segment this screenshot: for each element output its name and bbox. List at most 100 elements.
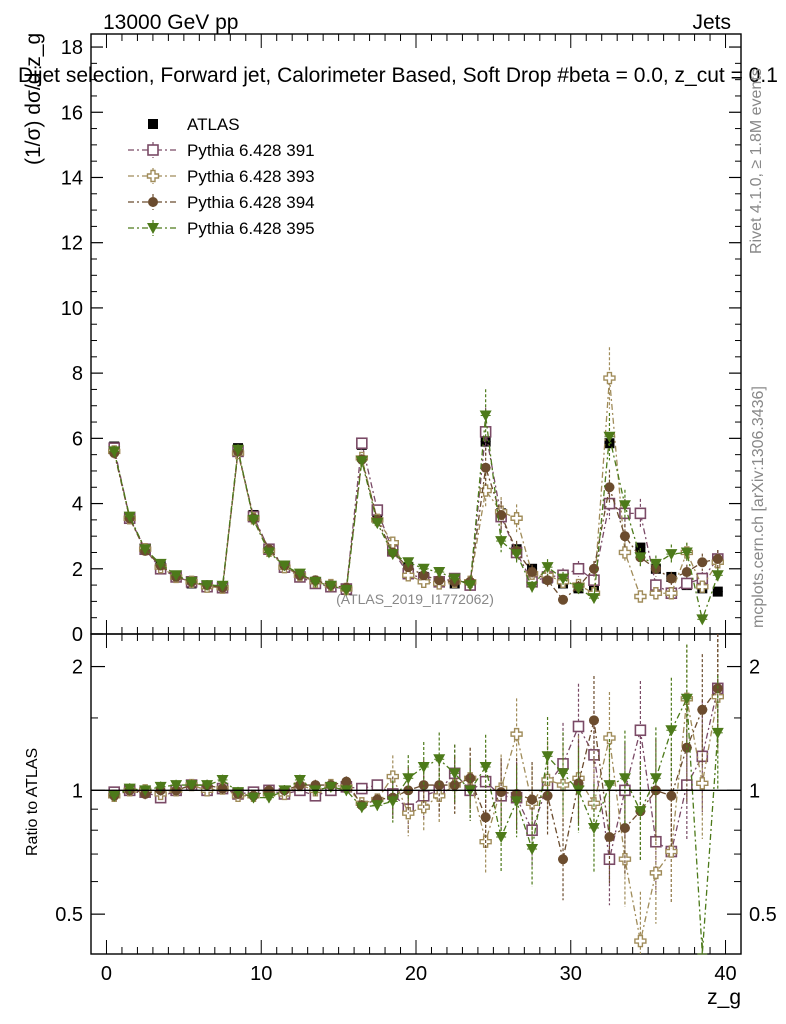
- ratio-point: [619, 822, 630, 833]
- ratio-point: [541, 751, 554, 763]
- mcplots-label: mcplots.cern.ch [arXiv:1306.3436]: [750, 386, 767, 628]
- series-line: [113, 415, 719, 622]
- ratio-tick-label: 2: [72, 657, 83, 679]
- ratio-point: [417, 761, 430, 773]
- ratio-point: [696, 777, 709, 790]
- legend-entry: ATLAS: [148, 115, 240, 134]
- data-point: [262, 547, 275, 559]
- data-point: [309, 576, 322, 588]
- ratio-series-line: [113, 696, 719, 955]
- ratio-point: [324, 781, 337, 793]
- data-point: [418, 570, 429, 581]
- ratio-point: [572, 720, 585, 733]
- data-point: [154, 558, 167, 570]
- ratio-point: [649, 773, 662, 785]
- data-point: [619, 531, 630, 542]
- ratio-point: [496, 787, 507, 798]
- ratio-series-line: [114, 688, 719, 860]
- ratio-point: [418, 780, 429, 791]
- data-point: [480, 462, 491, 473]
- data-point: [558, 594, 569, 605]
- ratio-point: [386, 796, 399, 808]
- legend-label: ATLAS: [187, 115, 240, 134]
- ratio-point: [634, 934, 647, 948]
- ratio-point: [262, 792, 275, 804]
- x-tick-label: 20: [405, 963, 427, 985]
- data-point: [527, 567, 538, 578]
- data-point: [139, 544, 152, 556]
- ratio-point: [123, 783, 136, 795]
- ratio-point: [448, 768, 461, 780]
- x-tick-label: 30: [560, 963, 582, 985]
- energy-label: 13000 GeV pp: [103, 11, 238, 34]
- ratio-point: [480, 812, 491, 823]
- ratio-point: [604, 832, 615, 843]
- data-point: [479, 410, 492, 422]
- data-point: [697, 557, 708, 568]
- legend-entry: Pythia 6.428 393: [128, 167, 315, 186]
- ratio-point: [680, 693, 693, 705]
- data-point: [448, 573, 461, 585]
- ratio-point: [371, 800, 384, 812]
- ratio-point: [527, 794, 538, 805]
- ratio-data-layer: [108, 634, 724, 955]
- ratio-point: [479, 761, 492, 773]
- ratio-point: [618, 773, 631, 785]
- data-point: [588, 574, 600, 586]
- legend: ATLAS Pythia 6.428 391 Pythia 6.428 393 Pyt…: [128, 115, 315, 238]
- ratio-point: [170, 780, 183, 792]
- data-point: [434, 575, 445, 586]
- x-axis-label: z_g: [707, 986, 741, 1009]
- legend-entry: Pythia 6.428 395: [128, 219, 315, 238]
- ratio-point: [201, 780, 214, 792]
- ratio-point: [154, 781, 167, 793]
- data-point: [495, 536, 508, 548]
- data-point: [711, 570, 724, 582]
- data-point: [526, 581, 539, 593]
- ratio-point: [634, 806, 647, 818]
- ratio-point: [665, 725, 678, 737]
- series-line: [113, 451, 718, 601]
- data-point: [634, 552, 647, 564]
- data-point: [464, 580, 477, 592]
- x-tick-label: 40: [714, 963, 736, 985]
- ratio-tick-label-right: 0.5: [749, 904, 777, 926]
- data-point: [293, 568, 306, 580]
- data-point: [371, 518, 384, 530]
- data-point: [402, 569, 415, 582]
- rivet-version-label: Rivet 4.1.0, ≥ 1.8M events: [748, 68, 765, 254]
- data-point: [402, 557, 415, 569]
- ratio-point: [356, 782, 368, 795]
- ratio-tick-label-right: 1: [749, 780, 760, 802]
- data-point: [635, 542, 646, 553]
- ratio-point: [603, 731, 616, 745]
- data-point: [324, 580, 337, 592]
- ratio-point: [558, 854, 569, 865]
- y-tick-label: 6: [72, 428, 83, 450]
- legend-label: Pythia 6.428 394: [187, 193, 315, 212]
- data-point: [185, 576, 198, 588]
- ratio-point: [216, 774, 229, 786]
- data-point: [232, 444, 245, 456]
- ratio-point: [634, 724, 647, 737]
- data-point: [712, 586, 723, 597]
- legend-marker: [148, 197, 158, 207]
- data-point: [386, 549, 399, 561]
- legend-label: Pythia 6.428 391: [187, 141, 315, 160]
- ratio-point: [588, 715, 599, 726]
- data-point: [355, 456, 368, 468]
- data-point: [618, 500, 631, 512]
- data-point: [666, 573, 677, 584]
- ratio-point: [618, 853, 632, 866]
- y-tick-label: 8: [72, 363, 83, 385]
- ratio-point: [495, 832, 508, 844]
- data-point: [587, 593, 600, 605]
- data-point: [588, 563, 599, 574]
- data-point: [479, 484, 492, 497]
- ratio-point: [355, 802, 368, 814]
- data-point: [510, 549, 523, 561]
- legend-marker: [147, 144, 159, 156]
- ratio-series-line: [113, 687, 719, 860]
- data-point: [541, 562, 554, 574]
- ratio-point: [402, 773, 415, 785]
